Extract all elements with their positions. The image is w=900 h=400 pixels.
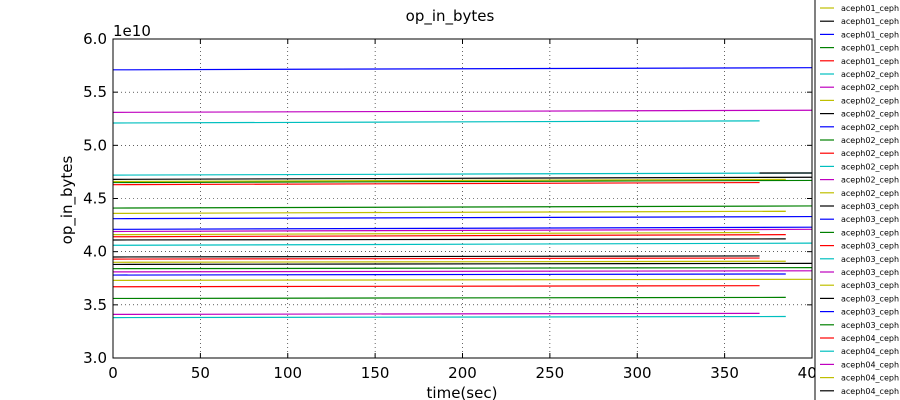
legend-label: aceph01_ceph: [841, 57, 899, 66]
legend-label: aceph02_ceph: [841, 162, 899, 171]
x-axis-label: time(sec): [427, 384, 498, 400]
legend-label: aceph04_ceph: [841, 374, 899, 383]
series-line: [112, 181, 760, 186]
legend-label: aceph04_ceph: [841, 347, 899, 356]
y-tick-label: 6.0: [83, 30, 107, 48]
legend-label: aceph02_ceph: [841, 70, 899, 79]
y-tick-label: 5.0: [83, 136, 107, 154]
legend-label: aceph03_ceph: [841, 308, 899, 317]
series-line: [112, 267, 813, 270]
legend-label: aceph02_ceph: [841, 96, 899, 105]
legend-label: aceph01_ceph: [841, 17, 899, 26]
legend-label: aceph02_ceph: [841, 136, 899, 145]
legend-label: aceph03_ceph: [841, 228, 899, 237]
x-tick-label: 0: [108, 364, 118, 382]
x-tick-label: 250: [536, 364, 565, 382]
legend-label: aceph01_ceph: [841, 30, 899, 39]
y-tick-label: 4.5: [83, 190, 107, 208]
legend-label: aceph01_ceph: [841, 44, 899, 53]
y-offset-label: 1e10: [113, 22, 151, 40]
legend-label: aceph02_ceph: [841, 176, 899, 185]
legend-label: aceph03_ceph: [841, 255, 899, 264]
series-line: [112, 285, 760, 288]
legend: aceph01_cephaceph01_cephaceph01_cephacep…: [814, 0, 900, 400]
series-line: [112, 273, 786, 276]
series-line: [112, 215, 813, 220]
x-tick-label: 200: [448, 364, 477, 382]
legend-label: aceph04_ceph: [841, 387, 899, 396]
series-line: [112, 172, 813, 176]
series-line: [112, 255, 760, 258]
y-tick-label: 4.0: [83, 243, 107, 261]
legend-label: aceph02_ceph: [841, 189, 899, 198]
legend-box: [814, 0, 900, 400]
series-line: [112, 109, 813, 113]
series-line: [112, 234, 786, 238]
series-line: [112, 270, 813, 273]
series-line: [112, 226, 813, 230]
x-tick-label: 100: [273, 364, 302, 382]
chart-title: op_in_bytes: [406, 7, 495, 26]
legend-label: aceph03_ceph: [841, 281, 899, 290]
y-tick-label: 5.5: [83, 83, 107, 101]
legend-label: aceph02_ceph: [841, 123, 899, 132]
y-tick-label: 3.5: [83, 296, 107, 314]
series-line: [112, 120, 760, 124]
series-line: [112, 278, 813, 281]
legend-label: aceph01_ceph: [841, 4, 899, 13]
plot-frame: [112, 38, 813, 359]
legend-label: aceph04_ceph: [841, 360, 899, 369]
y-axis-label: op_in_bytes: [58, 155, 77, 244]
series-line: [112, 176, 813, 180]
series-line: [112, 238, 786, 241]
x-tick-label: 350: [710, 364, 739, 382]
legend-label: aceph03_ceph: [841, 242, 899, 251]
series-line: [112, 242, 813, 246]
series-line: [112, 178, 786, 183]
series-line: [112, 315, 786, 319]
series-line: [112, 210, 786, 214]
series-line: [112, 205, 813, 209]
legend-label: aceph03_ceph: [841, 202, 899, 211]
series-line: [112, 179, 813, 184]
series-line: [112, 312, 760, 316]
legend-label: aceph02_ceph: [841, 149, 899, 158]
legend-label: aceph03_ceph: [841, 268, 899, 277]
legend-label: aceph02_ceph: [841, 83, 899, 92]
series-line: [112, 257, 760, 260]
series-line: [112, 228, 813, 233]
series-line: [112, 231, 760, 236]
series-line: [112, 260, 786, 263]
series-line: [112, 296, 786, 300]
legend-label: aceph03_ceph: [841, 294, 899, 303]
x-tick-label: 150: [361, 364, 390, 382]
legend-label: aceph03_ceph: [841, 215, 899, 224]
legend-label: aceph03_ceph: [841, 321, 899, 330]
series-line: [112, 67, 813, 71]
legend-label: aceph04_ceph: [841, 334, 899, 343]
x-tick-label: 50: [191, 364, 210, 382]
legend-label: aceph02_ceph: [841, 110, 899, 119]
y-tick-label: 3.0: [83, 349, 107, 367]
series-line: [112, 262, 813, 266]
x-tick-label: 300: [623, 364, 652, 382]
